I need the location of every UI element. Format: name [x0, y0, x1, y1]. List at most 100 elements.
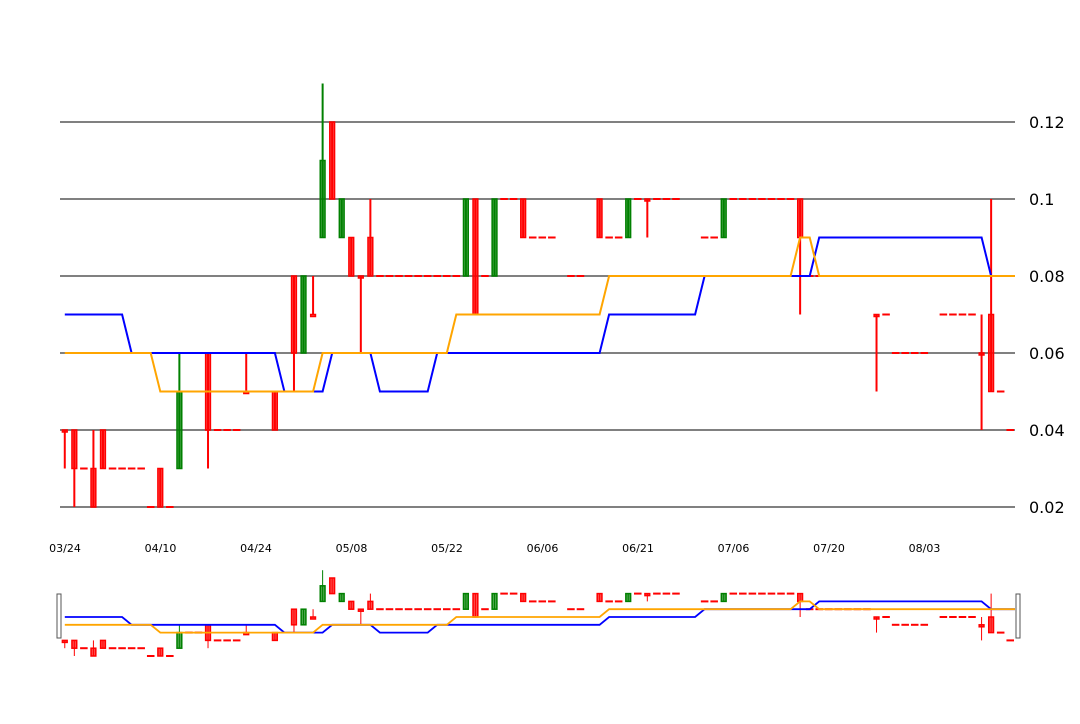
x-tick-label: 06/21	[622, 542, 654, 555]
candle	[329, 121, 336, 200]
candle	[644, 592, 651, 602]
candle-body	[99, 639, 107, 649]
candle-body	[625, 198, 632, 239]
x-tick-label: 03/24	[49, 542, 81, 555]
candle	[987, 593, 995, 634]
candle	[338, 198, 345, 239]
candles	[61, 83, 1014, 508]
candle-body	[491, 198, 498, 277]
candle-body	[99, 429, 107, 470]
candle	[491, 592, 498, 610]
candle	[720, 198, 727, 239]
x-tick-label: 04/24	[240, 542, 272, 555]
y-tick-label: 0.08	[1029, 267, 1065, 286]
ma-line-orange	[64, 600, 1015, 634]
navigator-right-handle[interactable]	[1015, 593, 1021, 639]
candle-body	[61, 429, 68, 433]
candle	[99, 429, 107, 470]
candle	[243, 353, 250, 395]
candle	[491, 198, 498, 277]
y-tick-label: 0.06	[1029, 344, 1065, 363]
candle-body	[520, 592, 527, 603]
candle-body	[357, 275, 364, 279]
candle-body	[90, 647, 97, 657]
candle	[978, 617, 985, 641]
navigator-lines	[64, 600, 1015, 634]
candle-body	[290, 608, 298, 626]
ma-line-blue	[64, 236, 1015, 393]
candle	[176, 624, 183, 649]
candle	[520, 198, 527, 239]
candle	[625, 592, 632, 603]
navigator-candles	[61, 570, 1014, 657]
candle	[357, 608, 364, 625]
candle	[978, 314, 985, 430]
candle	[796, 592, 804, 617]
candle-body	[978, 624, 985, 628]
candle-body	[720, 198, 727, 239]
candle	[176, 353, 183, 470]
candle-body	[367, 600, 374, 610]
x-tick-label: 05/22	[431, 542, 463, 555]
candle-body	[71, 639, 78, 649]
candle-body	[338, 198, 345, 239]
candle	[472, 198, 479, 316]
main-plot-area: 0.120.10.080.060.040.02 03/24 04/10 04/24 0…	[49, 83, 1065, 555]
candle	[271, 390, 279, 431]
candle-body	[319, 159, 326, 239]
candle-body	[796, 592, 804, 603]
x-tick-label: 07/20	[813, 542, 845, 555]
candle-body	[472, 198, 479, 316]
y-axis: 0.12 0.1 0.08 0.06 0.04 0.02	[1029, 113, 1065, 517]
candle	[348, 236, 355, 277]
navigator-panel[interactable]	[56, 570, 1021, 657]
candle	[462, 592, 470, 610]
candle-body	[873, 313, 880, 318]
ma-line-blue	[64, 600, 1015, 634]
candle	[520, 592, 527, 603]
candle	[71, 429, 78, 507]
candle	[157, 467, 164, 508]
candle-body	[720, 592, 727, 603]
candle	[204, 624, 212, 649]
y-tick-label: 0.02	[1029, 498, 1065, 517]
candle-body	[338, 592, 345, 603]
moving-average-lines	[64, 236, 1015, 393]
candle-body	[300, 275, 307, 354]
candle	[204, 352, 212, 469]
candle	[348, 600, 355, 610]
candle	[271, 631, 279, 642]
x-tick-label: 05/08	[336, 542, 368, 555]
candle	[873, 313, 880, 392]
x-tick-label: 04/10	[145, 542, 177, 555]
candle-body	[625, 592, 632, 603]
candle-body	[348, 600, 355, 610]
candle-body	[309, 616, 317, 620]
candle	[987, 199, 995, 393]
candle	[462, 198, 470, 277]
candle-body	[329, 577, 336, 595]
candle-body	[873, 616, 880, 620]
candle-body	[644, 198, 651, 202]
candle	[290, 608, 298, 633]
candle	[71, 639, 78, 656]
candle-body	[796, 198, 804, 239]
candle-body	[309, 313, 317, 318]
candle-body	[329, 121, 336, 200]
candle-body	[367, 236, 374, 277]
candle	[357, 275, 364, 353]
candle-body	[319, 585, 326, 603]
candle-body	[271, 390, 279, 431]
candle	[157, 647, 164, 657]
candle	[61, 639, 68, 649]
candle-body	[472, 592, 479, 618]
candle-body	[596, 592, 603, 603]
candle-body	[290, 275, 298, 354]
candle-body	[596, 198, 603, 239]
candle-body	[348, 236, 355, 277]
navigator-left-handle[interactable]	[56, 593, 62, 639]
candle-body	[987, 616, 995, 634]
candle	[596, 198, 603, 239]
x-axis: 03/24 04/10 04/24 05/08 05/22 06/06 06/21 07/06…	[49, 542, 940, 555]
